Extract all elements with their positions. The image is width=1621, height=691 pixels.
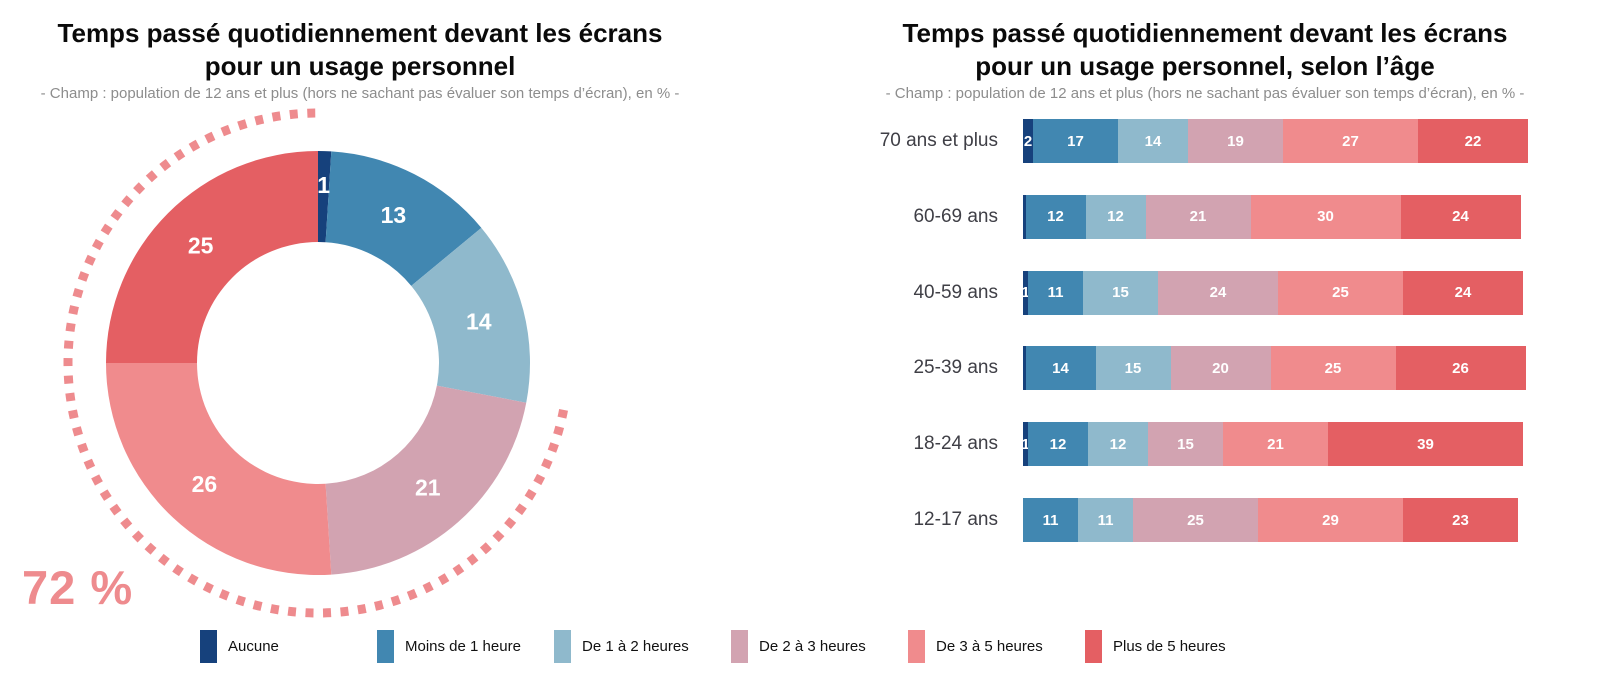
bar-segment: 15 — [1095, 346, 1171, 391]
bar-segments: 11 11 25 29 23 — [1023, 498, 1518, 542]
bar-segments: 1 12 12 15 21 39 — [1021, 422, 1523, 467]
legend-item: Aucune — [200, 630, 279, 663]
donut-slice — [106, 151, 318, 363]
donut-slice — [106, 363, 332, 575]
legend-swatch — [908, 630, 925, 663]
bar-segment: 19 — [1188, 119, 1283, 163]
legend-item: Moins de 1 heure — [377, 630, 521, 663]
highlight-percentage: 72 % — [22, 561, 134, 614]
bar-segment: 14 — [1118, 119, 1188, 163]
legend-item: De 1 à 2 heures — [554, 630, 689, 663]
legend-label: Moins de 1 heure — [405, 638, 521, 655]
legend-label: De 3 à 5 heures — [936, 638, 1043, 655]
bar-segment: 12 — [1028, 422, 1088, 467]
left-chart-subtitle: - Champ : population de 12 ans et plus (… — [40, 85, 680, 102]
legend-item: Plus de 5 heures — [1085, 630, 1226, 663]
age-label: 12-17 ans — [913, 509, 998, 530]
donut-slice — [325, 151, 482, 286]
age-label: 60-69 ans — [913, 205, 998, 227]
bar-segment: 24 — [1158, 270, 1278, 315]
bar-segment: 12 — [1088, 422, 1148, 467]
bar-segment: 24 — [1403, 270, 1523, 315]
left-chart-title-line1: Temps passé quotidiennement devant les é… — [57, 18, 663, 48]
donut-slice-label: 13 — [381, 202, 407, 228]
chart-legend: Aucune Moins de 1 heure De 1 à 2 heures De … — [0, 630, 1621, 670]
bar-segment: 22 — [1418, 119, 1528, 163]
bar-segment: 11 — [1023, 498, 1078, 542]
legend-swatch — [554, 630, 571, 663]
age-label: 40-59 ans — [913, 281, 998, 303]
legend-label: De 1 à 2 heures — [582, 638, 689, 655]
bar-segment: 15 — [1148, 422, 1223, 467]
bar-segment: 39 — [1328, 422, 1523, 467]
right-chart-title-line1: Temps passé quotidiennement devant les é… — [902, 18, 1508, 48]
bar-segment: 17 — [1033, 119, 1118, 163]
legend-swatch — [200, 630, 217, 663]
donut-slice — [411, 227, 530, 403]
legend-label: De 2 à 3 heures — [759, 638, 866, 655]
legend-item: De 3 à 5 heures — [908, 630, 1043, 663]
bar-segment: 1 — [1021, 422, 1030, 467]
left-chart-title-line2: pour un usage personnel — [204, 51, 516, 81]
bar-segment: 12 — [1085, 194, 1146, 239]
legend-swatch — [1085, 630, 1102, 663]
donut-slice-label: 25 — [188, 233, 214, 259]
bar-segments: 12 12 21 30 24 — [1023, 194, 1521, 239]
bar-segment — [1023, 346, 1026, 391]
legend-label: Aucune — [228, 638, 279, 655]
legend-item: De 2 à 3 heures — [731, 630, 866, 663]
bar-segment: 11 — [1078, 498, 1133, 542]
bar-segment: 11 — [1028, 270, 1083, 315]
bar-segment: 20 — [1170, 346, 1271, 391]
donut-slice-label: 26 — [192, 471, 218, 497]
legend-swatch — [731, 630, 748, 663]
bar-segment: 25 — [1133, 498, 1258, 542]
bar-segment: 21 — [1223, 422, 1328, 467]
bar-segment: 2 — [1023, 119, 1033, 163]
dotted-arc — [63, 108, 568, 618]
bar-segment: 27 — [1283, 119, 1418, 163]
bar-segment: 26 — [1395, 346, 1526, 391]
donut-chart: 1 13 14 21 26 25 — [63, 108, 568, 618]
donut-slice — [318, 151, 332, 243]
bar-segment: 1 — [1021, 270, 1030, 315]
donut-slice — [325, 385, 527, 575]
age-label: 70 ans et plus — [879, 130, 998, 151]
donut-slice-label: 1 — [317, 172, 330, 198]
donut-slice-label: 21 — [415, 475, 441, 501]
bar-segments: 14 15 20 25 26 — [1023, 346, 1526, 391]
bar-segment: 14 — [1025, 346, 1096, 391]
bar-segment: 25 — [1278, 270, 1403, 315]
bar-segment: 25 — [1270, 346, 1396, 391]
bar-segments: 2 17 14 19 27 22 — [1023, 119, 1528, 163]
bar-segment: 12 — [1025, 194, 1086, 239]
bar-segment: 21 — [1145, 194, 1251, 239]
left-chart-title: Temps passé quotidiennement devant les é… — [30, 17, 690, 83]
right-chart-subtitle: - Champ : population de 12 ans et plus (… — [885, 85, 1525, 102]
bar-segment: 29 — [1258, 498, 1403, 542]
right-chart-title-line2: pour un usage personnel, selon l’âge — [975, 51, 1435, 81]
age-label: 25-39 ans — [913, 357, 998, 379]
age-label: 18-24 ans — [913, 433, 998, 455]
legend-label: Plus de 5 heures — [1113, 638, 1226, 655]
bar-segment: 24 — [1400, 194, 1521, 239]
donut-slice-label: 14 — [466, 309, 492, 335]
stacked-bar-chart: 70 ans et plus 2 17 14 19 27 22 60-69 ans 12 12 21… — [880, 119, 1563, 549]
bar-segment — [1023, 194, 1026, 239]
legend-swatch — [377, 630, 394, 663]
bar-segments: 1 11 15 24 25 24 — [1021, 270, 1523, 315]
bar-segment: 23 — [1403, 498, 1518, 542]
right-chart-title: Temps passé quotidiennement devant les é… — [845, 17, 1565, 83]
bar-segment: 30 — [1250, 194, 1401, 239]
bar-segment: 15 — [1083, 270, 1158, 315]
